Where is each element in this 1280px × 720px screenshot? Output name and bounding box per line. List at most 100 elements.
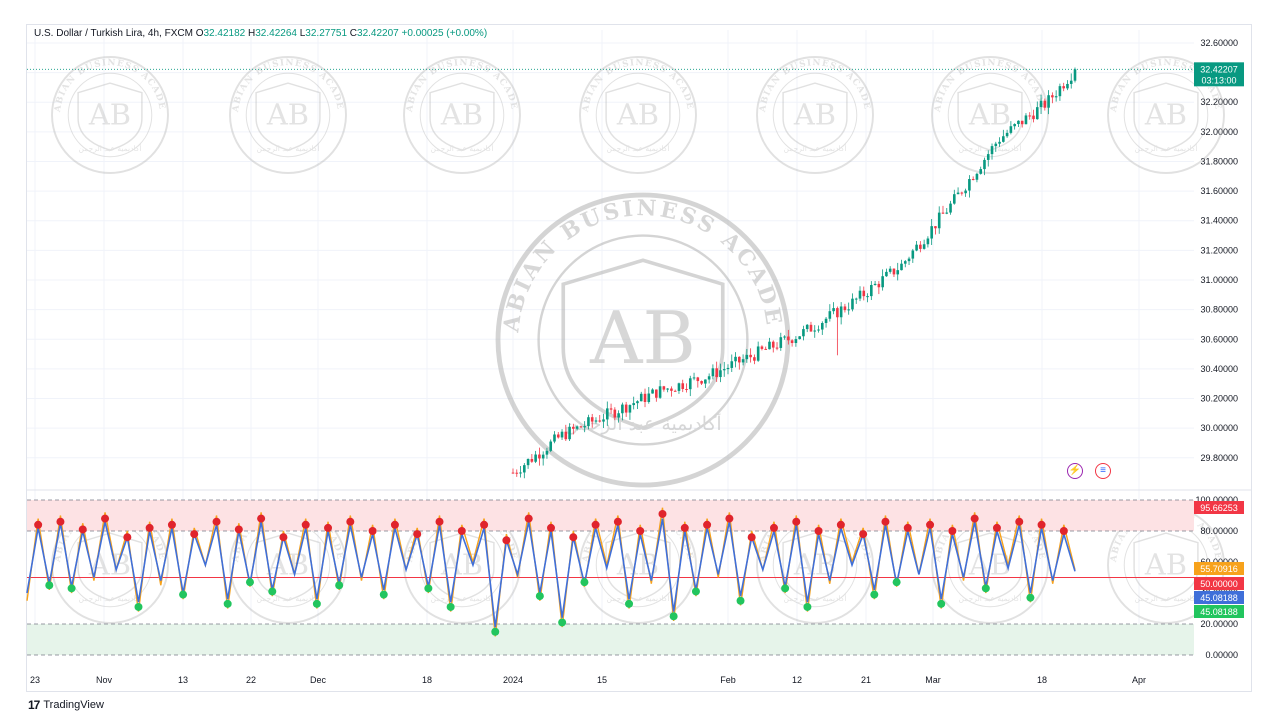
oversold-signal-dot: [134, 602, 143, 611]
tradingview-logo[interactable]: 17 TradingView: [28, 698, 104, 712]
candle-body: [953, 194, 956, 204]
candle-body: [877, 283, 881, 288]
price-tick-label: 30.60000: [1200, 334, 1238, 344]
symbol-legend[interactable]: U.S. Dollar / Turkish Lira, 4h, FXCM O32…: [34, 28, 487, 39]
overbought-signal-dot: [123, 533, 132, 542]
candle-body: [968, 179, 971, 191]
rsi-slow-line: [26, 518, 1076, 628]
overbought-signal-dot: [903, 523, 912, 532]
candle-body: [583, 426, 586, 428]
watermark-initials: AB: [1144, 97, 1187, 131]
us-flag-icon[interactable]: ≡: [1095, 463, 1111, 479]
candle-body: [704, 379, 707, 384]
overbought-signal-dot: [1015, 517, 1024, 526]
watermark-initials: AB: [88, 97, 131, 131]
symbol-title[interactable]: U.S. Dollar / Turkish Lira, 4h, FXCM: [34, 28, 193, 39]
watermark-arabic-text: أكاديمية عبد الرحمن: [784, 592, 847, 603]
candle-body: [983, 159, 986, 170]
watermark-shield-icon: [782, 532, 848, 601]
candle-body: [854, 298, 858, 300]
candle-body: [824, 318, 828, 324]
candle-body: [666, 388, 669, 390]
candle-body: [790, 340, 794, 344]
watermark-arc-text: ARABIAN BUSINESS ACADEMY: [0, 0, 786, 335]
oversold-signal-dot: [937, 599, 946, 608]
candle-body: [764, 348, 768, 350]
candle-body: [805, 324, 809, 330]
oversold-signal-dot: [45, 581, 54, 590]
candle-body: [1051, 95, 1054, 98]
overbought-signal-dot: [970, 514, 979, 523]
overbought-signal-dot: [301, 520, 310, 529]
x-tick-label: 15: [597, 675, 607, 685]
price-tick-label: 31.00000: [1200, 275, 1238, 285]
candle-body: [549, 441, 553, 451]
watermark-arabic-text: أكاديمية عبد الرحمن: [959, 142, 1022, 153]
watermark-arabic-text: أكاديمية عبد الرحمن: [1135, 592, 1198, 603]
rsi-tick-label: 100.00000: [1195, 495, 1238, 505]
overbought-signal-dot: [457, 527, 466, 535]
candle-body: [523, 465, 526, 473]
overbought-signal-dot: [279, 533, 288, 542]
candle-body: [632, 403, 635, 406]
oversold-signal-dot: [67, 584, 76, 593]
candle-body: [556, 434, 560, 438]
overbought-signal-dot: [101, 514, 110, 523]
candle-body: [892, 268, 896, 275]
overbought-signal-dot: [167, 520, 176, 529]
candle-body: [730, 361, 734, 368]
overbought-signal-dot: [547, 523, 555, 532]
watermark-arabic-text: أكاديمية عبد الرحمن: [257, 592, 320, 603]
watermark-ring: [51, 56, 169, 174]
overbought-signal-dot: [1059, 527, 1068, 535]
candle-body: [937, 212, 941, 229]
candle-body: [749, 354, 752, 358]
watermark-shield-icon: [255, 532, 321, 601]
watermark-initials: AB: [968, 97, 1011, 131]
overbought-signal-dot: [234, 525, 243, 534]
watermark-inner-ring: [537, 234, 749, 446]
watermark-initials: AB: [793, 97, 836, 131]
watermark-inner-ring: [772, 72, 858, 158]
candle-body: [888, 268, 892, 272]
watermark-shield-icon: [255, 82, 321, 151]
rsi-value-tag-text: 45.08188: [1200, 593, 1238, 603]
overbought-signal-dot: [212, 517, 221, 526]
candle-body: [700, 381, 703, 384]
candle-body: [1009, 126, 1013, 133]
candle-body: [628, 405, 632, 413]
rsi-value-tag: [1194, 577, 1244, 590]
candle-body: [839, 306, 843, 318]
candle-body: [885, 271, 888, 277]
candle-body: [1066, 83, 1069, 89]
candle-body: [907, 258, 911, 262]
candle-body: [722, 369, 726, 371]
candle-body: [658, 386, 662, 398]
lightning-icon[interactable]: ⚡: [1067, 463, 1083, 479]
watermark-shield-icon: [77, 532, 143, 601]
candle-body: [843, 306, 847, 311]
candle-body: [655, 389, 658, 398]
watermark-arabic-text: أكاديمية عبد الرحمن: [79, 592, 142, 603]
candle-body: [809, 324, 813, 332]
candle-body: [670, 388, 673, 391]
candle-body: [624, 404, 628, 413]
candle-body: [643, 393, 647, 402]
watermark-inner-ring: [595, 72, 681, 158]
overbought-signal-dot: [1037, 520, 1046, 529]
oversold-signal-dot: [446, 602, 455, 611]
candle-body: [915, 244, 918, 251]
tradingview-brand[interactable]: TradingView: [43, 699, 104, 711]
watermark-initials: AB: [440, 97, 483, 131]
candle-body: [1002, 136, 1005, 142]
chart-frame: [26, 24, 1252, 692]
candle-body: [1005, 132, 1009, 137]
low-label: L: [299, 28, 306, 39]
overbought-signal-dot: [257, 514, 266, 523]
candle-body: [896, 270, 900, 275]
candle-body: [511, 472, 515, 474]
watermark-arabic-text: أكاديمية عبد الرحمن: [257, 142, 320, 153]
candle-body: [760, 346, 764, 349]
candle-body: [768, 341, 771, 350]
